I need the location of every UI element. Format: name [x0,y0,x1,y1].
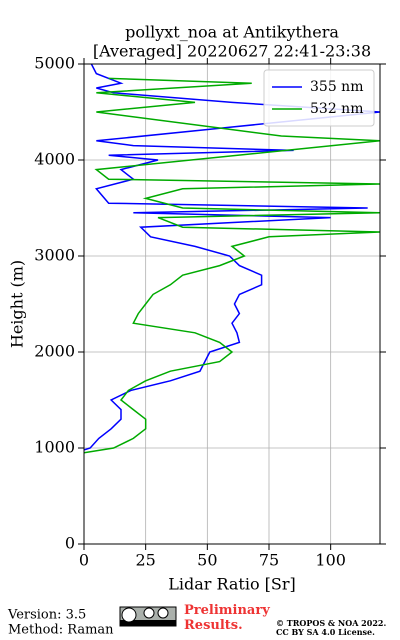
legend-label: 355 nm [310,79,363,95]
y-tick-label: 0 [65,534,75,553]
copyright: © TROPOS & NOA 2022. [276,618,386,628]
y-tick-label: 4000 [34,150,75,169]
y-tick-label: 2000 [34,342,75,361]
x-tick-label: 50 [197,551,217,570]
method: Method: Raman [8,623,114,638]
chart-title: pollyxt_noa at Antikythera [125,23,339,42]
profile-line [84,77,380,454]
status: Preliminary Results. [184,603,270,633]
license: CC BY SA 4.0 License. [276,627,375,637]
x-tick-label: 25 [135,551,155,570]
y-tick-label: 1000 [34,438,75,457]
y-axis-label: Height (m) [8,260,27,348]
x-tick-label: 0 [79,551,89,570]
cc-logo [119,606,177,627]
version: Version: 3.5 [7,608,86,623]
x-tick-label: 75 [259,551,279,570]
profile-line [84,64,380,451]
y-tick-label: 5000 [34,54,75,73]
legend-box [263,69,375,127]
y-tick-label: 3000 [34,246,75,265]
legend-label: 532 nm [310,101,363,117]
x-tick-label: 100 [315,551,346,570]
chart-subtitle: [Averaged] 20220627 22:41-23:38 [93,42,371,61]
x-axis-label: Lidar Ratio [Sr] [168,575,296,594]
plot-frame [83,63,381,545]
